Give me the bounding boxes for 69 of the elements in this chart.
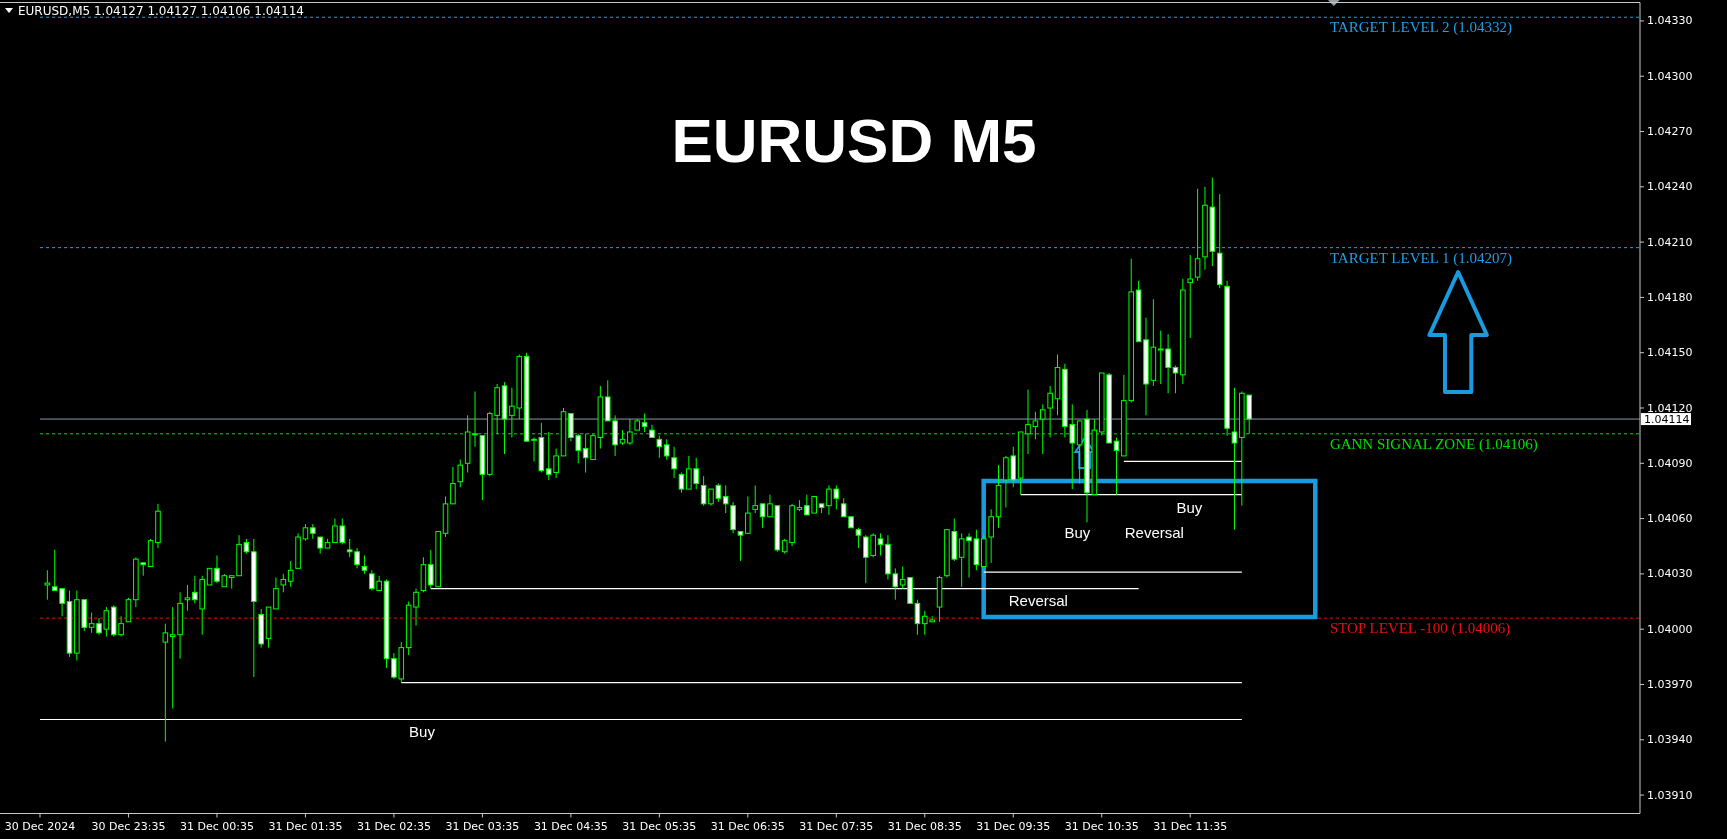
ref-line-label: GANN SIGNAL ZONE (1.04106) — [1329, 435, 1538, 453]
candlestick — [656, 435, 663, 459]
candlestick — [722, 484, 729, 514]
annotation: Reversal — [1008, 591, 1068, 609]
candlestick — [877, 532, 884, 556]
candlestick — [678, 472, 685, 494]
y-tick-label: 1.04150 — [1647, 346, 1693, 360]
candlestick — [737, 530, 744, 562]
x-tick-label: 31 Dec 03:35 — [445, 819, 520, 833]
candlestick — [450, 466, 456, 505]
ref-line-label: 1.04114 — [1644, 412, 1690, 426]
x-tick-label: 31 Dec 06:35 — [710, 819, 785, 833]
candlestick — [1187, 254, 1194, 339]
candlestick — [280, 573, 287, 593]
candlestick — [125, 597, 132, 623]
annotation: Reversal — [1124, 523, 1184, 541]
y-tick-label: 1.04090 — [1647, 456, 1693, 470]
x-tick-label: 31 Dec 07:35 — [799, 819, 874, 833]
y-tick-label: 1.04120 — [1647, 401, 1693, 415]
candlestick — [671, 446, 677, 479]
ref-line-label: TARGET LEVEL 2 (1.04332) — [1329, 19, 1512, 37]
ref-line-label: STOP LEVEL -100 (1.04006) — [1329, 620, 1511, 638]
y-tick-label: 1.03910 — [1647, 788, 1693, 802]
x-tick-label: 31 Dec 04:35 — [533, 819, 608, 833]
y-tick-label: 1.04000 — [1647, 622, 1693, 636]
x-tick-label: 30 Dec 2024 — [4, 819, 76, 833]
x-tick-label: 30 Dec 23:35 — [91, 819, 166, 833]
y-tick-label: 1.04330 — [1647, 14, 1693, 28]
y-tick-label: 1.04210 — [1647, 235, 1693, 249]
x-tick-label: 31 Dec 02:35 — [356, 819, 431, 833]
candlestick — [663, 438, 670, 461]
candlestick — [752, 484, 758, 514]
candlestick — [745, 495, 751, 534]
chart-subtitle: EURUSD,M5 1.04127 1.04127 1.04106 1.04114 — [18, 4, 304, 18]
candlestick — [988, 508, 994, 564]
y-tick-label: 1.04030 — [1647, 567, 1693, 581]
candlestick — [1039, 403, 1046, 455]
y-tick-label: 1.04240 — [1647, 180, 1693, 194]
candlestick — [641, 413, 648, 433]
ref-line-label: TARGET LEVEL 1 (1.04207) — [1329, 249, 1512, 267]
text: EURUSD M5 — [671, 106, 1037, 175]
y-tick-label: 1.04180 — [1647, 290, 1693, 304]
candlestick — [361, 554, 368, 575]
x-tick-label: 31 Dec 11:35 — [1153, 819, 1228, 833]
y-tick-label: 1.03940 — [1647, 733, 1693, 747]
y-tick-label: 1.04300 — [1647, 69, 1693, 83]
candlestick — [627, 418, 633, 446]
x-tick-label: 31 Dec 08:35 — [887, 819, 962, 833]
candlestick — [44, 569, 51, 601]
x-tick-label: 31 Dec 01:35 — [268, 819, 343, 833]
annotation: Buy — [1064, 523, 1091, 541]
x-tick-label: 31 Dec 05:35 — [622, 819, 697, 833]
candlestick — [1194, 188, 1201, 282]
candlestick — [855, 527, 862, 549]
candlestick — [162, 623, 169, 743]
annotation: Buy — [1176, 498, 1203, 516]
candlestick — [184, 584, 191, 612]
candlestick — [730, 501, 736, 534]
x-tick-label: 31 Dec 10:35 — [1064, 819, 1139, 833]
y-tick-label: 1.03970 — [1647, 677, 1693, 691]
annotation: Buy — [409, 722, 436, 740]
candlestick — [1172, 365, 1179, 394]
candlestick — [457, 459, 464, 488]
candlestick — [287, 560, 294, 588]
x-tick-label: 31 Dec 09:35 — [976, 819, 1051, 833]
y-tick-label: 1.04060 — [1647, 512, 1693, 526]
x-tick-label: 31 Dec 00:35 — [179, 819, 254, 833]
y-tick-label: 1.04270 — [1647, 125, 1693, 139]
candlestick — [1047, 385, 1053, 438]
